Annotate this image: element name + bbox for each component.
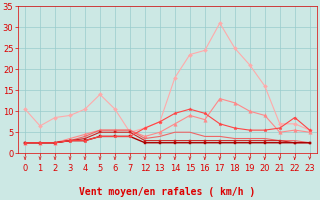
X-axis label: Vent moyen/en rafales ( km/h ): Vent moyen/en rafales ( km/h ) [79,187,256,197]
